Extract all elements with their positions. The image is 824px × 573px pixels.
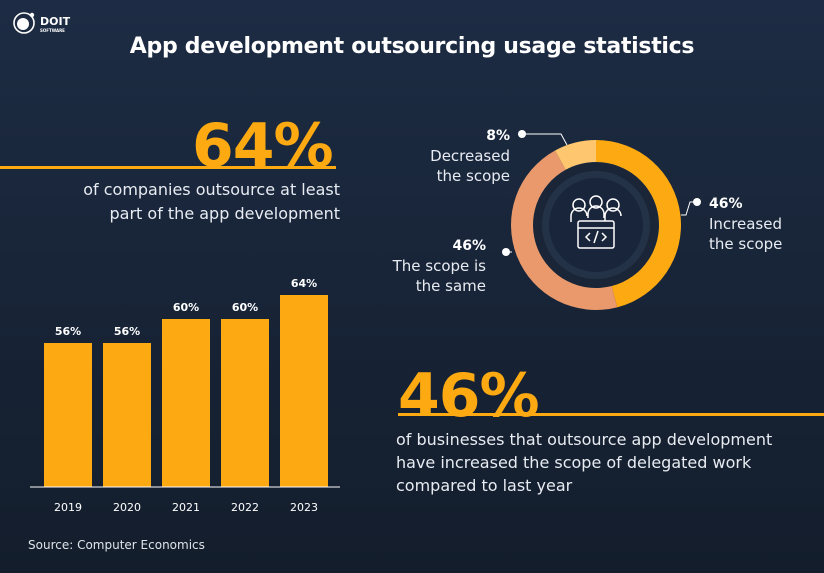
bar-2023 — [280, 295, 328, 487]
x-tick-label: 2022 — [231, 501, 259, 514]
bar-data-label: 56% — [55, 325, 81, 338]
svg-text:DOIT: DOIT — [40, 15, 71, 28]
bar-data-label: 64% — [291, 277, 317, 290]
doit-logo: DOIT SOFTWARE — [13, 12, 71, 34]
bar-2020 — [103, 343, 151, 487]
bar-2022 — [221, 319, 269, 487]
accent-line — [0, 166, 336, 169]
bar-2019 — [44, 343, 92, 487]
source-note: Source: Computer Economics — [28, 538, 205, 552]
svg-text:SOFTWARE: SOFTWARE — [40, 28, 65, 33]
slice-pct: 46% — [452, 238, 486, 254]
slice-text: Increased the scope — [709, 215, 783, 253]
x-tick-label: 2019 — [54, 501, 82, 514]
stat-46-value: 46% — [398, 361, 540, 431]
slice-pct: 46% — [709, 196, 743, 212]
donut-slice — [555, 140, 596, 170]
slice-text: The scope is the same — [392, 257, 486, 295]
stat-46-description: of businesses that outsource app develop… — [396, 430, 773, 495]
x-tick-label: 2020 — [113, 501, 141, 514]
bar-data-label: 60% — [232, 301, 258, 314]
slice-text: Decreased the scope — [430, 147, 510, 185]
slice-label-increased: 46% Increased the scope — [709, 194, 799, 254]
bar-2021 — [162, 319, 210, 487]
x-tick-label: 2021 — [172, 501, 200, 514]
slice-label-same: 46% The scope is the same — [382, 236, 486, 296]
donut-slice — [596, 140, 681, 308]
page-title: App development outsourcing usage statis… — [129, 34, 695, 59]
slice-label-decreased: 8% Decreased the scope — [402, 126, 510, 186]
bar-data-label: 60% — [173, 301, 199, 314]
accent-line — [398, 413, 824, 416]
x-tick-label: 2023 — [290, 501, 318, 514]
slice-pct: 8% — [486, 128, 510, 144]
bar-data-label: 56% — [114, 325, 140, 338]
team-code-icon — [570, 195, 622, 249]
donut-slice — [511, 150, 618, 310]
stat-64-description: of companies outsource at least part of … — [83, 180, 340, 223]
